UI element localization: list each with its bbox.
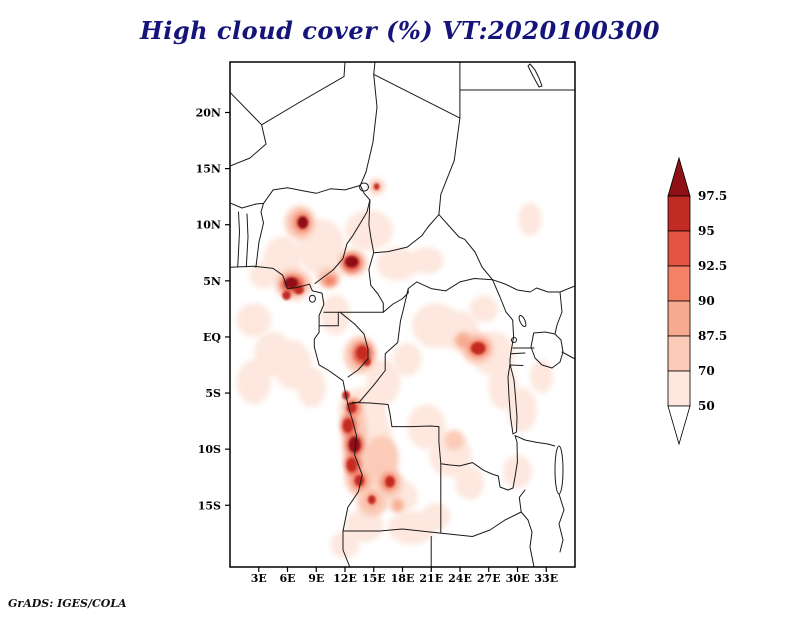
lake-victoria: [530, 331, 564, 369]
cloud-blob: [348, 436, 361, 453]
cloud-blob: [345, 256, 359, 268]
lake-tanganyika: [507, 363, 518, 435]
gabon-congo-borders: [339, 278, 493, 405]
colorbar-cell: [667, 370, 691, 407]
colorbar-label: 95: [698, 224, 715, 238]
lake-edward: [511, 337, 517, 343]
colorbar-cell: [667, 230, 691, 267]
y-tick-label: EQ: [203, 331, 221, 344]
grads-credit: GrADS: IGES/COLA: [8, 597, 127, 610]
cloud-blob: [407, 404, 446, 450]
y-tick-label: 10N: [196, 219, 221, 232]
axis-tick-labels: 3E 6E 9E 12E 15E 18E 21E 24E 27E 30E 33E 20N 15N 10N 5…: [196, 107, 558, 586]
cloud-blob: [376, 247, 419, 281]
chad-car-cameroon-borders: [318, 199, 493, 327]
x-tick-label: 15E: [362, 572, 386, 585]
cloud-blob: [471, 342, 486, 355]
y-tick-label: 15N: [196, 163, 221, 176]
plot-title: High cloud cover (%) VT:2020100300: [140, 16, 660, 45]
cloud-shading-layer: [236, 178, 553, 559]
map-svg: 3E 6E 9E 12E 15E 18E 21E 24E 27E 30E 33E 20N 15N 10N 5…: [196, 61, 576, 586]
cloud-blob: [273, 340, 312, 390]
colorbar-label: 90: [698, 294, 715, 308]
cloud-blob: [469, 295, 499, 323]
x-tick-label: 6E: [279, 572, 295, 585]
colorbar-cell: [667, 265, 691, 302]
bioko-island: [308, 294, 316, 303]
lake-albert: [518, 314, 527, 328]
x-tick-label: 33E: [534, 572, 558, 585]
colorbar: 97.5 95 92.5 90 87.5 70 50: [660, 150, 750, 464]
colorbar-label: 92.5: [698, 259, 727, 273]
cloud-blob: [391, 498, 404, 512]
colorbar-label: 97.5: [698, 189, 727, 203]
nigeria-sahara-borders: [263, 62, 461, 284]
cloud-blob: [354, 475, 365, 487]
x-tick-label: 9E: [308, 572, 324, 585]
colorbar-cell: [667, 335, 691, 372]
cloud-blob: [321, 294, 350, 335]
cloud-blob: [388, 510, 437, 545]
cloud-blob: [503, 454, 532, 489]
colorbar-cell: [667, 195, 691, 232]
country-borders-layer: [230, 62, 575, 567]
cloud-blob: [392, 342, 422, 377]
cloud-blob: [284, 277, 298, 289]
cloud-blob: [236, 359, 272, 405]
cloud-blob: [455, 332, 471, 349]
x-tick-label: 3E: [251, 572, 267, 585]
x-tick-label: 21E: [419, 572, 443, 585]
y-tick-label: 20N: [196, 107, 221, 120]
cloud-blob: [455, 466, 484, 500]
southern-borders: [342, 402, 565, 567]
cloud-blob: [530, 359, 553, 394]
cloud-blob: [345, 508, 384, 543]
x-tick-label: 12E: [333, 572, 357, 585]
y-tick-label: 10S: [198, 443, 221, 456]
lake-nasser: [527, 63, 543, 88]
map-area: 3E 6E 9E 12E 15E 18E 21E 24E 27E 30E 33E 20N 15N 10N 5…: [188, 52, 588, 601]
lake-malawi: [554, 445, 564, 495]
x-tick-label: 24E: [448, 572, 472, 585]
x-tick-label: 27E: [477, 572, 501, 585]
cloud-blob: [323, 275, 337, 287]
cloud-blob: [368, 495, 376, 505]
cloud-blob: [343, 418, 353, 433]
colorbar-label: 70: [698, 364, 715, 378]
cloud-blob: [373, 183, 380, 190]
lake-chad: [359, 182, 369, 192]
cloud-blob: [507, 387, 537, 433]
colorbar-svg: 97.5 95 92.5 90 87.5 70 50: [667, 156, 727, 446]
cloud-blob: [345, 210, 393, 251]
x-tick-label: 30E: [506, 572, 530, 585]
axis-ticks: [225, 111, 547, 572]
cloud-blob: [282, 290, 291, 300]
y-tick-label: 15S: [198, 499, 221, 512]
colorbar-label: 50: [698, 399, 715, 413]
cloud-blob: [346, 458, 357, 472]
cloud-blob: [236, 303, 272, 337]
y-tick-label: 5S: [205, 387, 221, 400]
colorbar-label: 87.5: [698, 329, 727, 343]
cloud-blob: [518, 202, 542, 236]
northeast-borders: [438, 62, 575, 216]
colorbar-cell: [667, 300, 691, 337]
cloud-blob: [385, 476, 395, 488]
cloud-blob: [363, 357, 371, 367]
cloud-blob: [297, 216, 309, 229]
y-tick-label: 5N: [203, 275, 221, 288]
cloud-blob: [444, 430, 464, 451]
colorbar-top-arrow: [667, 156, 691, 197]
coastline: [230, 265, 363, 567]
x-tick-label: 18E: [391, 572, 415, 585]
east-africa-borders: [492, 279, 575, 366]
colorbar-bottom-arrow: [667, 405, 691, 446]
west-africa-borders: [230, 62, 346, 268]
cloud-blob: [356, 346, 369, 360]
